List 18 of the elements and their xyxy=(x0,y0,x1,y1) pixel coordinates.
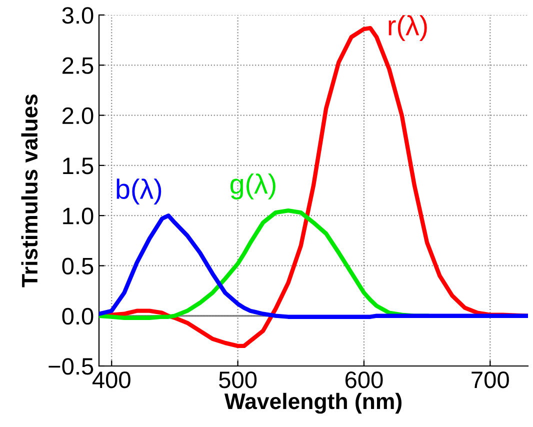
y-tick-label: 2.5 xyxy=(62,57,94,74)
x-tick-label: 600 xyxy=(345,371,383,388)
y-tick-label: 0.5 xyxy=(62,258,94,274)
x-tick-label: 400 xyxy=(92,371,130,388)
y-tick-label: 2.0 xyxy=(62,107,94,124)
y-tick-label: 1.0 xyxy=(63,208,94,224)
y-axis-title: Tristimulus values xyxy=(21,94,38,288)
x-axis-title: Wavelength (nm) xyxy=(224,392,402,414)
y-tick-label: −0.5 xyxy=(48,358,94,375)
x-tick-label: 500 xyxy=(219,371,257,388)
series-label: r(λ) xyxy=(388,15,427,41)
series-label: b(λ) xyxy=(116,178,162,204)
series-label: g(λ) xyxy=(230,174,276,200)
x-tick-label: 700 xyxy=(472,371,509,388)
y-tick-label: 0.0 xyxy=(62,308,94,325)
y-tick-label: 1.5 xyxy=(63,158,94,174)
line-series xyxy=(99,213,528,319)
y-tick-label: 3.0 xyxy=(62,7,94,24)
